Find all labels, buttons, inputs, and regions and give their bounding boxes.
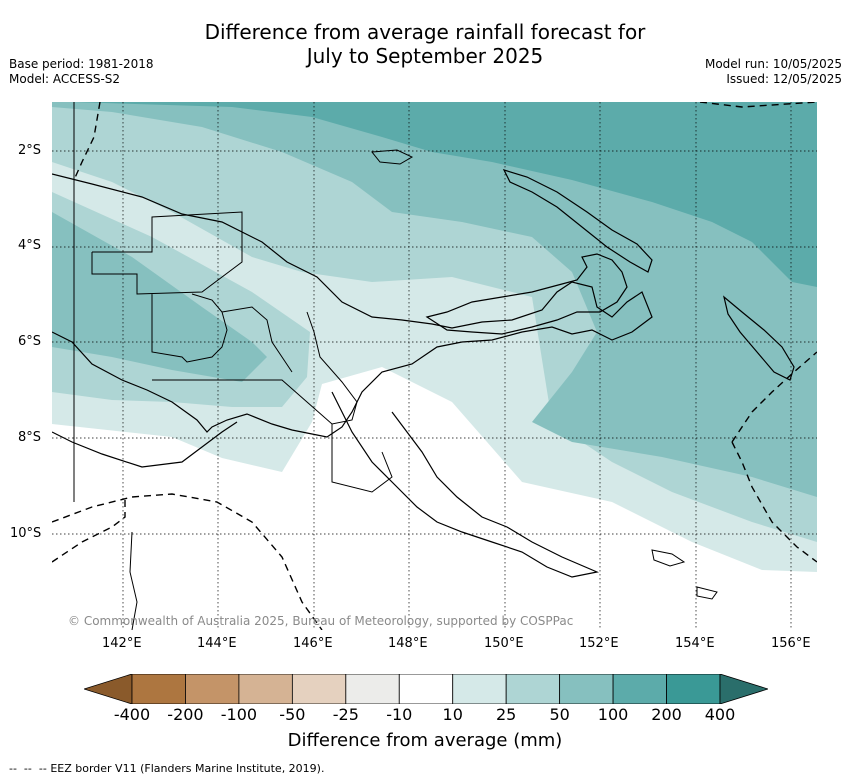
lon-label-146e: 146°E bbox=[293, 636, 333, 651]
colorbar-segment bbox=[398, 674, 454, 704]
base-period: Base period: 1981-2018 bbox=[9, 57, 154, 71]
colorbar-segment bbox=[291, 674, 347, 704]
colorbar-label: Difference from average (mm) bbox=[287, 730, 563, 751]
bougainville bbox=[723, 295, 795, 381]
colorbar bbox=[84, 674, 768, 704]
colorbar-segment bbox=[345, 674, 400, 704]
title-line-2: July to September 2025 bbox=[306, 44, 544, 68]
new-guinea-land bbox=[52, 173, 653, 438]
issued-date: Issued: 12/05/2025 bbox=[726, 72, 842, 86]
lat-label-10s: 10°S bbox=[10, 526, 42, 541]
colorbar-segment bbox=[559, 674, 614, 704]
band-50-100 bbox=[52, 102, 817, 497]
lon-label-154e: 154°E bbox=[675, 636, 715, 651]
colorbar-tick-label: 200 bbox=[651, 705, 682, 724]
papuan-peninsula bbox=[331, 391, 600, 578]
meta-left: Base period: 1981-2018 Model: ACCESS-S2 bbox=[9, 57, 154, 87]
colorbar-segment bbox=[505, 674, 561, 704]
lon-label-152e: 152°E bbox=[579, 636, 619, 651]
colorbar-tick-label: -10 bbox=[386, 705, 413, 724]
lat-label-8s: 8°S bbox=[18, 430, 42, 445]
colorbar-segment bbox=[666, 674, 721, 704]
colorbar-tick-label: 400 bbox=[704, 705, 736, 724]
colorbar-segment bbox=[185, 674, 240, 704]
model-name: Model: ACCESS-S2 bbox=[9, 72, 121, 86]
colorbar-tick-label: 50 bbox=[549, 705, 570, 724]
eez-border bbox=[52, 102, 817, 630]
colorbar-segment bbox=[131, 674, 186, 704]
new-britain bbox=[425, 253, 628, 335]
eez-legend: -- -- -- EEZ border V11 (Flanders Marine… bbox=[9, 762, 324, 775]
colorbar-segment bbox=[452, 674, 507, 704]
colorbar-extend-low bbox=[84, 674, 133, 704]
new-ireland bbox=[502, 169, 653, 273]
d-entrecasteaux-islands bbox=[651, 549, 718, 600]
lon-label-144e: 144°E bbox=[197, 636, 237, 651]
band-100-200 bbox=[72, 102, 817, 287]
graticule bbox=[52, 102, 817, 630]
lat-label-6s: 6°S bbox=[18, 334, 42, 349]
model-run: Model run: 10/05/2025 bbox=[704, 57, 842, 71]
province-boundaries bbox=[73, 102, 393, 502]
band-50-100-west bbox=[52, 212, 267, 382]
manus-island bbox=[371, 149, 414, 165]
lon-label-150e: 150°E bbox=[484, 636, 524, 651]
lat-label-2s: 2°S bbox=[18, 143, 42, 158]
colorbar-tick-label: -50 bbox=[279, 705, 306, 724]
colorbar-tick-label: 100 bbox=[597, 705, 629, 724]
rainfall-anomaly-map bbox=[52, 102, 817, 630]
map-title: Difference from average rainfall forecas… bbox=[0, 20, 850, 68]
cape-york bbox=[129, 531, 138, 630]
lon-label-148e: 148°E bbox=[388, 636, 428, 651]
colorbar-tick-label: -200 bbox=[167, 705, 204, 724]
colorbar-tick-label: -25 bbox=[332, 705, 359, 724]
colorbar-segment bbox=[612, 674, 667, 704]
colorbar-tick-label: -400 bbox=[113, 705, 151, 724]
colorbar-tick-label: 25 bbox=[495, 705, 517, 724]
meta-right: Model run: 10/05/2025 Issued: 12/05/2025 bbox=[705, 57, 842, 87]
eez-dash-symbol: -- -- -- bbox=[9, 762, 51, 775]
southern-coast bbox=[52, 421, 238, 468]
lon-label-142e: 142°E bbox=[102, 636, 142, 651]
copyright-notice: © Commonwealth of Australia 2025, Bureau… bbox=[68, 614, 574, 628]
colorbar-tick-label: 10 bbox=[442, 705, 463, 724]
lon-label-156e: 156°E bbox=[771, 636, 811, 651]
colorbar-extend-high bbox=[719, 674, 768, 704]
colorbar-segment bbox=[238, 674, 293, 704]
colorbar-tick-label: -100 bbox=[220, 705, 258, 724]
eez-legend-text: EEZ border V11 (Flanders Marine Institut… bbox=[50, 762, 325, 775]
title-line-1: Difference from average rainfall forecas… bbox=[204, 20, 646, 44]
lat-label-4s: 4°S bbox=[18, 238, 42, 253]
